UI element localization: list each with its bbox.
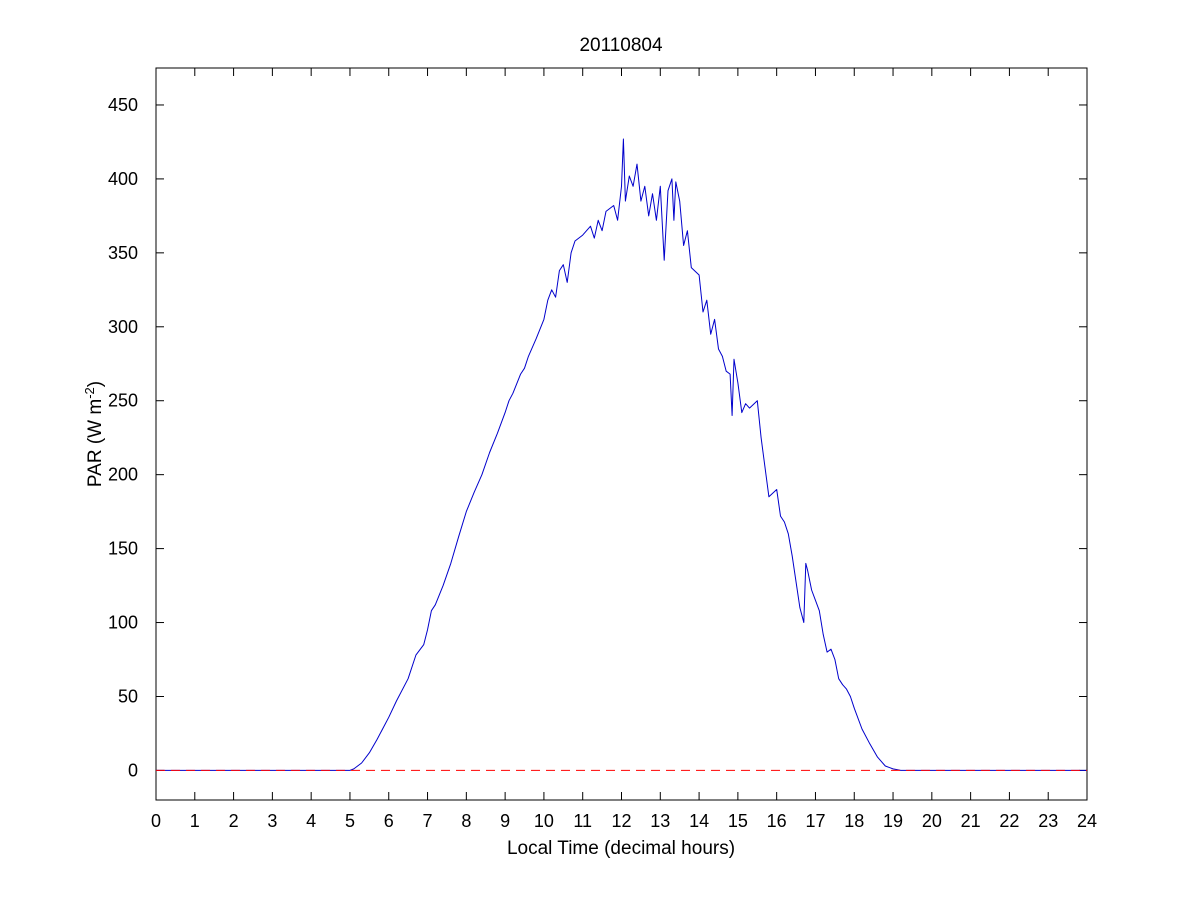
x-tick-label: 1 — [190, 811, 200, 831]
x-tick-label: 24 — [1077, 811, 1097, 831]
x-tick-label: 15 — [728, 811, 748, 831]
x-tick-label: 9 — [500, 811, 510, 831]
y-tick-label: 100 — [108, 613, 138, 633]
x-tick-label: 16 — [767, 811, 787, 831]
y-tick-label: 150 — [108, 539, 138, 559]
x-tick-label: 10 — [534, 811, 554, 831]
x-tick-label: 7 — [423, 811, 433, 831]
x-tick-label: 14 — [689, 811, 709, 831]
y-tick-label: 400 — [108, 169, 138, 189]
x-tick-label: 2 — [229, 811, 239, 831]
y-axis-label-superscript: -2 — [82, 387, 97, 399]
x-tick-label: 11 — [573, 811, 592, 831]
y-tick-label: 200 — [108, 465, 138, 485]
x-tick-label: 22 — [999, 811, 1019, 831]
y-axis: 0 50 100 150 200 250 300 350 400 450 — [108, 95, 1087, 780]
x-tick-label: 21 — [961, 811, 981, 831]
y-tick-label: 250 — [108, 391, 138, 411]
x-tick-label: 17 — [805, 811, 825, 831]
chart-title: 20110804 — [579, 35, 663, 56]
y-axis-label: PAR (W m-2) — [82, 381, 107, 487]
x-tick-label: 18 — [844, 811, 864, 831]
x-axis-label: Local Time (decimal hours) — [507, 838, 735, 859]
x-tick-label: 3 — [267, 811, 277, 831]
x-tick-label: 20 — [922, 811, 942, 831]
y-tick-label: 50 — [118, 686, 138, 706]
y-tick-label: 450 — [108, 95, 138, 115]
y-axis-label-main: PAR (W m — [85, 399, 106, 487]
x-tick-label: 5 — [345, 811, 355, 831]
par-series-line — [156, 138, 1087, 771]
y-tick-label: 300 — [108, 317, 138, 337]
x-tick-label: 4 — [306, 811, 316, 831]
x-tick-label: 12 — [611, 811, 631, 831]
y-tick-label: 350 — [108, 243, 138, 263]
x-tick-label: 0 — [151, 811, 161, 831]
x-tick-label: 13 — [650, 811, 670, 831]
y-axis-label-close: ) — [85, 381, 106, 387]
x-axis: 0 1 2 3 4 5 6 7 8 9 10 11 12 13 14 15 16 17 18 19 20 21 22 23 24 — [151, 68, 1097, 831]
x-tick-label: 23 — [1038, 811, 1058, 831]
x-tick-label: 6 — [384, 811, 394, 831]
series-layer — [156, 138, 1087, 771]
x-tick-label: 19 — [883, 811, 903, 831]
y-tick-label: 0 — [128, 760, 138, 780]
x-tick-label: 8 — [461, 811, 471, 831]
